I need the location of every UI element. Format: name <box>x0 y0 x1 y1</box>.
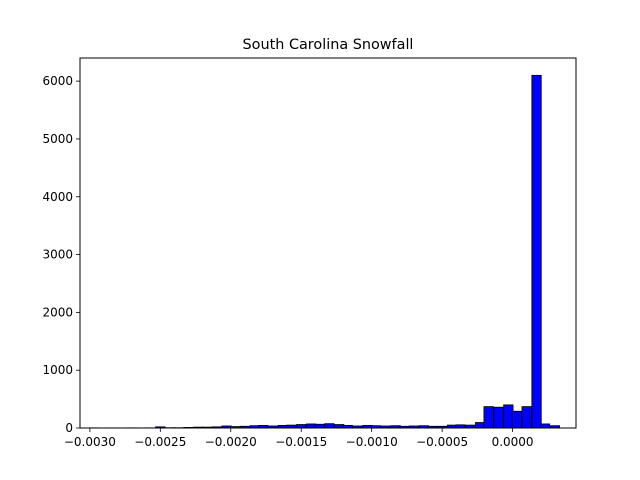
histogram-bars <box>88 74 560 429</box>
y-tick-label: 4000 <box>42 190 73 204</box>
histogram-bar <box>314 423 325 429</box>
x-tick-label: −0.0020 <box>205 435 257 449</box>
x-tick-label: −0.0015 <box>275 435 327 449</box>
histogram-bar <box>539 423 551 429</box>
histogram-bar <box>521 406 532 429</box>
x-tick-label: −0.0005 <box>416 435 468 449</box>
y-axis: 0 1000 2000 3000 4000 5000 6000 <box>42 74 80 435</box>
x-tick-label: −0.0010 <box>346 435 398 449</box>
histogram-bar <box>324 423 335 429</box>
y-tick-label: 6000 <box>42 74 73 88</box>
y-tick-label: 0 <box>65 421 73 435</box>
histogram-bar <box>483 406 494 429</box>
histogram-bar <box>296 424 307 429</box>
x-axis: −0.0030 −0.0025 −0.0020 −0.0015 −0.0010 −0.00… <box>64 428 534 449</box>
y-tick-label: 2000 <box>42 305 73 319</box>
y-tick-label: 3000 <box>42 248 73 262</box>
histogram-bar <box>475 422 486 429</box>
histogram-bar <box>334 424 345 429</box>
histogram-bar <box>531 74 542 429</box>
histogram-bar <box>511 410 522 429</box>
y-tick-label: 1000 <box>42 363 73 377</box>
x-tick-label: −0.0025 <box>134 435 186 449</box>
y-tick-label: 5000 <box>42 132 73 146</box>
chart-title: South Carolina Snowfall <box>243 37 414 53</box>
plot-frame <box>79 57 577 429</box>
x-tick-label: −0.0030 <box>64 435 116 449</box>
histogram-bar <box>305 423 317 429</box>
histogram-bar <box>493 406 504 429</box>
histogram-bar <box>503 404 514 429</box>
x-tick-label: 0.0000 <box>492 435 534 449</box>
